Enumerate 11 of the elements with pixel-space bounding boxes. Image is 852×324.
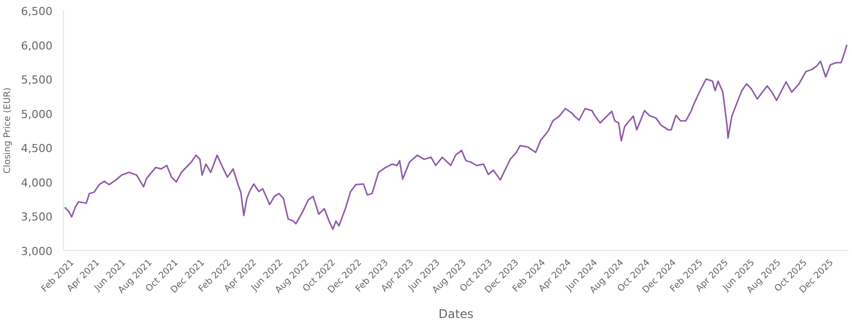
y-tick-label: 4,000 — [21, 176, 53, 190]
x-axis-title: Dates — [438, 307, 474, 322]
y-tick-label: 4,500 — [21, 142, 53, 156]
y-tick-label: 5,000 — [21, 108, 53, 121]
y-tick-label: 6,500 — [21, 5, 53, 18]
y-tick-label: 3,500 — [21, 210, 53, 224]
y-axis-title: Closing Price (EUR) — [3, 87, 14, 174]
line-series — [64, 44, 848, 230]
y-tick-label: 6,000 — [21, 39, 53, 52]
y-tick-label: 5,500 — [21, 74, 53, 87]
y-tick-label: 3,000 — [21, 245, 53, 258]
